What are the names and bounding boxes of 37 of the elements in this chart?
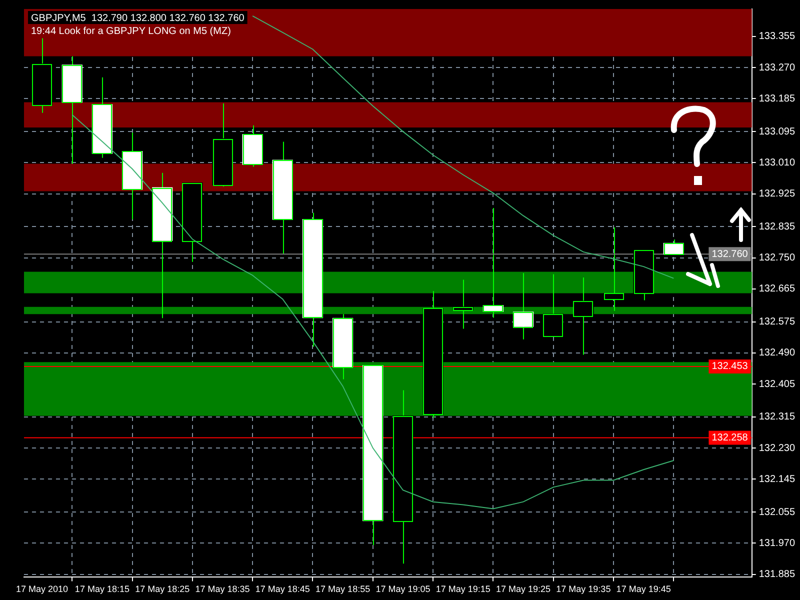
y-tick-label: 132.835: [758, 221, 796, 232]
y-tick-label: 133.010: [758, 157, 796, 168]
x-tick-label: 17 May 18:45: [255, 584, 310, 594]
y-tick-label: 132.665: [758, 284, 796, 295]
candlestick: [573, 277, 594, 356]
y-tick-label: 132.575: [758, 316, 796, 328]
candlestick: [603, 226, 624, 312]
x-tick-label: 17 May 19:15: [436, 584, 490, 594]
x-tick-label: 17 May 18:25: [135, 584, 190, 594]
y-tick-label: 132.230: [758, 442, 796, 454]
y-tick-label: 132.750: [758, 252, 796, 264]
y-tick-label: 133.355: [758, 31, 796, 42]
chart-title: GBPJPY,M5 132.790 132.800 132.760 132.760: [31, 12, 245, 24]
y-tick-label: 133.270: [758, 62, 796, 74]
y-tick-label: 133.095: [758, 126, 796, 138]
ref-line-label: 132.760: [712, 248, 748, 260]
x-tick-label: 17 May 2010: [16, 584, 68, 594]
y-tick-label: 132.405: [758, 378, 796, 390]
y-tick-label: 132.145: [758, 474, 796, 485]
y-tick-label: 131.970: [758, 538, 796, 549]
x-tick-label: 17 May 18:55: [316, 584, 370, 594]
x-tick-label: 17 May 18:35: [195, 584, 250, 594]
y-tick-label: 132.055: [758, 506, 796, 518]
ref-line-label: 132.258: [712, 432, 748, 444]
y-tick-label: 131.885: [758, 569, 796, 580]
x-tick-label: 17 May 19:45: [616, 584, 671, 594]
ref-line-label: 132.453: [712, 361, 748, 372]
text: 19:44 Look for a GBPJPY LONG on M5 (MZ): [31, 26, 231, 37]
y-tick-label: 132.315: [758, 412, 796, 423]
y-tick-label: 132.925: [758, 188, 796, 200]
x-tick-label: 17 May 18:15: [74, 584, 130, 594]
x-tick-label: 17 May 19:05: [376, 584, 430, 594]
candlestick: [482, 208, 504, 318]
y-tick-label: 132.490: [758, 348, 796, 359]
x-tick-label: 17 May 19:25: [496, 584, 551, 594]
y-tick-label: 133.185: [758, 93, 796, 104]
x-tick-label: 17 May 19:35: [556, 584, 611, 594]
